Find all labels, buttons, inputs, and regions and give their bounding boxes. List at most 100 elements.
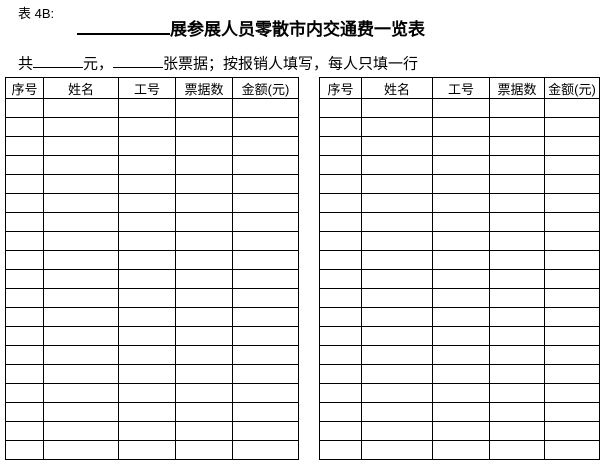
empty-cell[interactable] bbox=[319, 402, 362, 422]
empty-cell[interactable] bbox=[43, 440, 119, 460]
empty-cell[interactable] bbox=[175, 440, 233, 460]
empty-cell[interactable] bbox=[544, 307, 600, 327]
empty-cell[interactable] bbox=[118, 345, 176, 365]
empty-cell[interactable] bbox=[118, 212, 176, 232]
empty-cell[interactable] bbox=[232, 117, 299, 137]
amount-blank-line[interactable] bbox=[33, 53, 84, 69]
empty-cell[interactable] bbox=[432, 364, 490, 384]
empty-cell[interactable] bbox=[361, 364, 433, 384]
empty-cell[interactable] bbox=[544, 155, 600, 175]
empty-cell[interactable] bbox=[489, 307, 545, 327]
empty-cell[interactable] bbox=[489, 117, 545, 137]
empty-cell[interactable] bbox=[361, 193, 433, 213]
empty-cell[interactable] bbox=[489, 212, 545, 232]
empty-cell[interactable] bbox=[319, 212, 362, 232]
empty-cell[interactable] bbox=[5, 98, 44, 118]
empty-cell[interactable] bbox=[489, 402, 545, 422]
empty-cell[interactable] bbox=[432, 136, 490, 156]
empty-cell[interactable] bbox=[118, 98, 176, 118]
empty-cell[interactable] bbox=[489, 155, 545, 175]
empty-cell[interactable] bbox=[432, 117, 490, 137]
empty-cell[interactable] bbox=[118, 193, 176, 213]
empty-cell[interactable] bbox=[5, 383, 44, 403]
empty-cell[interactable] bbox=[432, 383, 490, 403]
empty-cell[interactable] bbox=[175, 402, 233, 422]
empty-cell[interactable] bbox=[361, 174, 433, 194]
empty-cell[interactable] bbox=[489, 174, 545, 194]
empty-cell[interactable] bbox=[175, 136, 233, 156]
empty-cell[interactable] bbox=[319, 269, 362, 289]
empty-cell[interactable] bbox=[544, 421, 600, 441]
empty-cell[interactable] bbox=[432, 288, 490, 308]
empty-cell[interactable] bbox=[361, 117, 433, 137]
empty-cell[interactable] bbox=[432, 269, 490, 289]
empty-cell[interactable] bbox=[319, 421, 362, 441]
empty-cell[interactable] bbox=[232, 307, 299, 327]
empty-cell[interactable] bbox=[175, 364, 233, 384]
empty-cell[interactable] bbox=[319, 98, 362, 118]
empty-cell[interactable] bbox=[319, 193, 362, 213]
empty-cell[interactable] bbox=[489, 345, 545, 365]
empty-cell[interactable] bbox=[5, 212, 44, 232]
empty-cell[interactable] bbox=[118, 155, 176, 175]
empty-cell[interactable] bbox=[118, 307, 176, 327]
empty-cell[interactable] bbox=[361, 402, 433, 422]
empty-cell[interactable] bbox=[361, 345, 433, 365]
empty-cell[interactable] bbox=[5, 250, 44, 270]
empty-cell[interactable] bbox=[489, 364, 545, 384]
empty-cell[interactable] bbox=[489, 440, 545, 460]
empty-cell[interactable] bbox=[118, 174, 176, 194]
empty-cell[interactable] bbox=[175, 155, 233, 175]
empty-cell[interactable] bbox=[232, 174, 299, 194]
empty-cell[interactable] bbox=[43, 250, 119, 270]
empty-cell[interactable] bbox=[319, 326, 362, 346]
empty-cell[interactable] bbox=[43, 307, 119, 327]
empty-cell[interactable] bbox=[118, 326, 176, 346]
empty-cell[interactable] bbox=[432, 402, 490, 422]
empty-cell[interactable] bbox=[319, 136, 362, 156]
empty-cell[interactable] bbox=[232, 193, 299, 213]
empty-cell[interactable] bbox=[544, 402, 600, 422]
empty-cell[interactable] bbox=[361, 98, 433, 118]
empty-cell[interactable] bbox=[432, 307, 490, 327]
empty-cell[interactable] bbox=[544, 136, 600, 156]
empty-cell[interactable] bbox=[544, 364, 600, 384]
empty-cell[interactable] bbox=[43, 117, 119, 137]
empty-cell[interactable] bbox=[118, 383, 176, 403]
empty-cell[interactable] bbox=[319, 250, 362, 270]
empty-cell[interactable] bbox=[175, 326, 233, 346]
empty-cell[interactable] bbox=[5, 136, 44, 156]
empty-cell[interactable] bbox=[5, 345, 44, 365]
empty-cell[interactable] bbox=[544, 288, 600, 308]
empty-cell[interactable] bbox=[319, 155, 362, 175]
empty-cell[interactable] bbox=[118, 421, 176, 441]
empty-cell[interactable] bbox=[118, 231, 176, 251]
empty-cell[interactable] bbox=[232, 345, 299, 365]
empty-cell[interactable] bbox=[43, 155, 119, 175]
empty-cell[interactable] bbox=[175, 98, 233, 118]
empty-cell[interactable] bbox=[489, 269, 545, 289]
empty-cell[interactable] bbox=[175, 231, 233, 251]
empty-cell[interactable] bbox=[489, 421, 545, 441]
empty-cell[interactable] bbox=[489, 288, 545, 308]
empty-cell[interactable] bbox=[544, 231, 600, 251]
empty-cell[interactable] bbox=[432, 326, 490, 346]
empty-cell[interactable] bbox=[175, 174, 233, 194]
empty-cell[interactable] bbox=[43, 402, 119, 422]
empty-cell[interactable] bbox=[544, 383, 600, 403]
empty-cell[interactable] bbox=[432, 231, 490, 251]
empty-cell[interactable] bbox=[361, 383, 433, 403]
empty-cell[interactable] bbox=[489, 136, 545, 156]
empty-cell[interactable] bbox=[232, 402, 299, 422]
empty-cell[interactable] bbox=[5, 231, 44, 251]
empty-cell[interactable] bbox=[319, 231, 362, 251]
empty-cell[interactable] bbox=[175, 269, 233, 289]
empty-cell[interactable] bbox=[489, 250, 545, 270]
empty-cell[interactable] bbox=[175, 421, 233, 441]
empty-cell[interactable] bbox=[5, 421, 44, 441]
empty-cell[interactable] bbox=[361, 421, 433, 441]
empty-cell[interactable] bbox=[544, 193, 600, 213]
empty-cell[interactable] bbox=[232, 136, 299, 156]
empty-cell[interactable] bbox=[175, 307, 233, 327]
empty-cell[interactable] bbox=[319, 307, 362, 327]
